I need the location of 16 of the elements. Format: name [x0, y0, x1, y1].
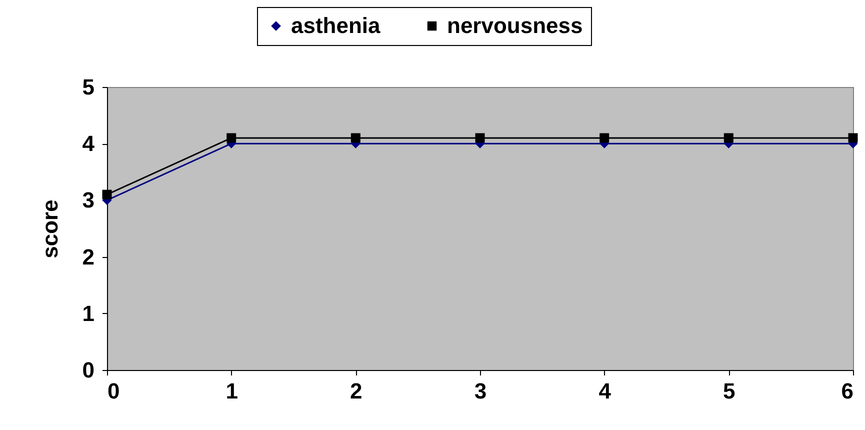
y-tick-label: 3	[82, 188, 94, 213]
y-tick-label: 1	[82, 300, 94, 326]
legend-label: asthenia	[291, 13, 382, 38]
x-tick-label: 2	[350, 378, 362, 404]
x-tick-label: 5	[723, 378, 736, 404]
y-tick-label: 0	[82, 358, 94, 382]
x-tick-label: 3	[474, 378, 487, 404]
x-tick-label: 0	[108, 378, 120, 404]
legend-label: nervousness	[447, 13, 583, 38]
y-tick-label: 4	[82, 131, 96, 156]
x-tick-label: 4	[598, 378, 612, 404]
y-axis-title: score	[37, 200, 62, 258]
x-tick-label: 1	[226, 378, 238, 404]
x-tick-label: 6	[841, 378, 854, 404]
y-tick-label: 5	[82, 74, 94, 100]
y-tick-label: 2	[82, 244, 94, 270]
